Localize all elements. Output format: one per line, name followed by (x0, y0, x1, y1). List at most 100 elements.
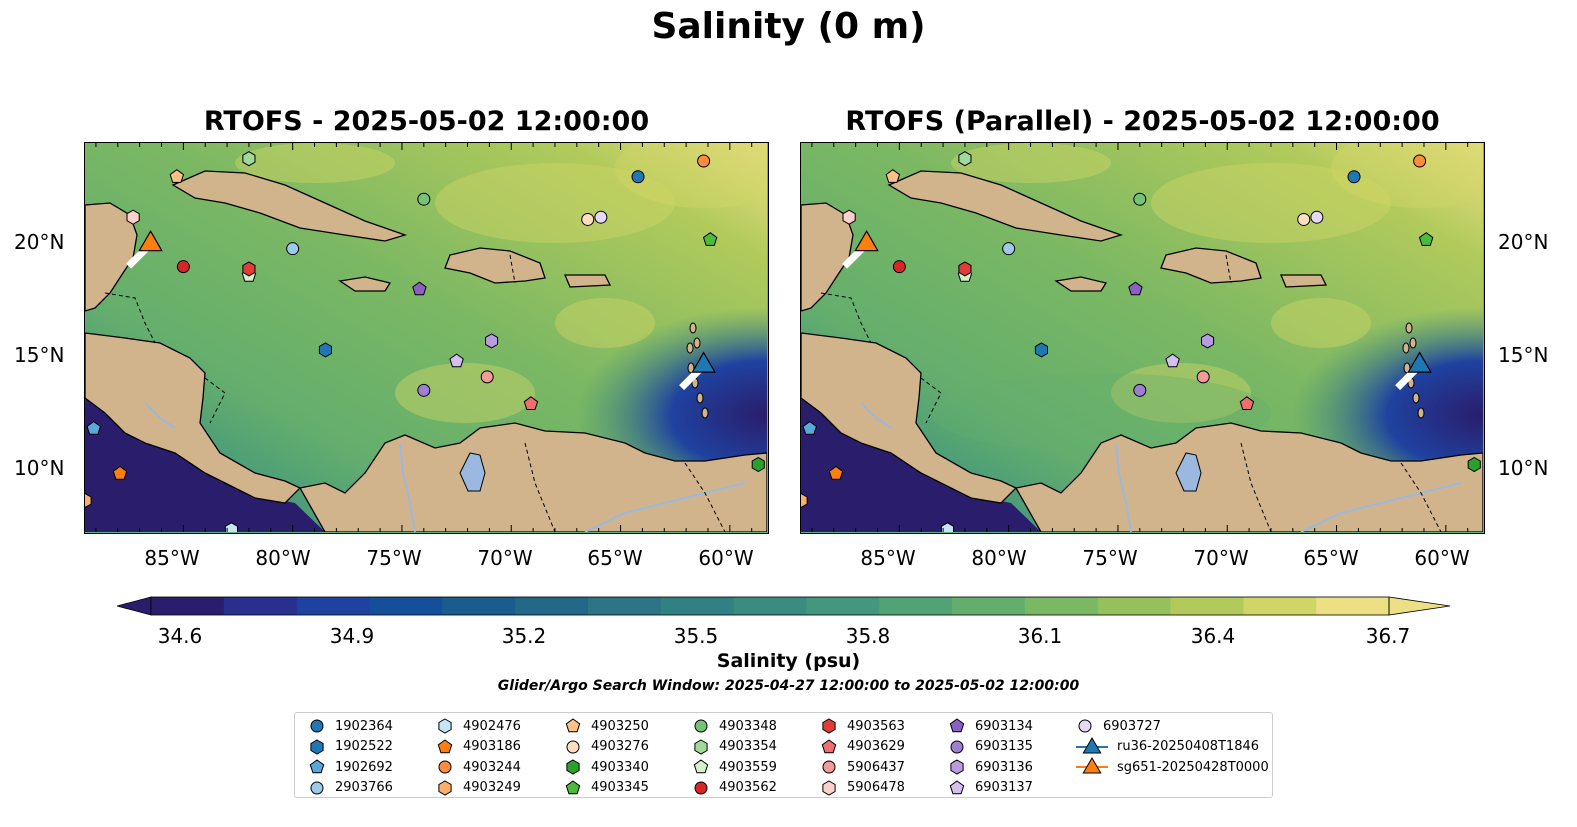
island (1402, 342, 1410, 354)
argo-float-marker[interactable] (842, 209, 856, 225)
argo-float-marker[interactable] (412, 281, 427, 296)
legend-item: 2903766 (307, 778, 393, 798)
argo-float-marker[interactable] (802, 420, 817, 435)
argo-float-marker[interactable] (702, 232, 718, 246)
lon-label: 80°W (971, 546, 1027, 570)
argo-float-marker[interactable] (1196, 370, 1210, 384)
legend-item: 6903134 (947, 716, 1033, 736)
colorbar-segment (660, 597, 735, 615)
argo-float-marker[interactable] (169, 169, 185, 183)
legend-marker-icon (310, 738, 324, 755)
glider-marker[interactable] (138, 229, 163, 252)
map-panel-rtofs[interactable] (84, 142, 769, 534)
argo-float-marker[interactable] (1413, 154, 1427, 168)
legend-item: 6903135 (947, 737, 1033, 757)
argo-float-marker[interactable] (958, 261, 972, 277)
argo-float-marker[interactable] (224, 522, 238, 532)
argo-float-marker[interactable] (1310, 210, 1324, 224)
country-border (1225, 254, 1232, 284)
argo-float-marker[interactable] (594, 210, 608, 224)
glider-marker[interactable] (691, 351, 716, 373)
legend-item: 4903345 (563, 778, 649, 798)
argo-float-marker[interactable] (1165, 353, 1180, 368)
map-panel-rtofs-parallel[interactable] (800, 142, 1485, 534)
argo-float-marker[interactable] (176, 260, 190, 274)
argo-float-marker[interactable] (1201, 333, 1215, 349)
argo-float-marker[interactable] (1467, 456, 1481, 473)
argo-float-marker[interactable] (1034, 342, 1048, 358)
legend-item: 5906437 (819, 757, 905, 777)
argo-float-marker[interactable] (1347, 170, 1361, 184)
legend-label: 4903276 (591, 739, 649, 754)
legend-marker-icon (694, 738, 708, 755)
argo-float-marker[interactable] (318, 342, 332, 358)
argo-float-marker[interactable] (581, 212, 595, 226)
argo-float-marker[interactable] (85, 492, 92, 509)
colorbar-tick: 35.2 (501, 624, 547, 648)
lon-label: 60°W (1414, 546, 1470, 570)
salinity-patch (435, 163, 675, 243)
argo-float-marker[interactable] (1002, 242, 1016, 256)
colorbar-segment (806, 597, 880, 615)
argo-float-marker[interactable] (523, 396, 539, 410)
country-border (1400, 462, 1442, 532)
argo-float-marker[interactable] (828, 465, 844, 480)
argo-float-marker[interactable] (1418, 232, 1434, 246)
argo-float-marker[interactable] (801, 492, 808, 509)
argo-float-marker[interactable] (1133, 192, 1147, 206)
argo-float-marker[interactable] (631, 170, 645, 184)
glider-marker[interactable] (1407, 351, 1432, 373)
argo-float-marker[interactable] (697, 154, 711, 168)
legend-label: 4903186 (463, 739, 521, 754)
lake-maracaibo (459, 452, 486, 492)
country-border (820, 292, 872, 344)
glider-marker[interactable] (854, 229, 879, 252)
argo-float-marker[interactable] (892, 260, 906, 274)
legend-item: 4903276 (563, 737, 649, 757)
argo-float-marker[interactable] (417, 383, 431, 397)
argo-float-marker[interactable] (885, 169, 901, 183)
colorbar-segment (733, 597, 807, 615)
lat-label: 20°N (1498, 230, 1549, 254)
argo-float-marker[interactable] (480, 370, 494, 384)
salinity-patch (951, 143, 1111, 183)
country-border (204, 377, 226, 424)
argo-float-marker[interactable] (286, 242, 300, 256)
legend-label: 4903340 (591, 759, 649, 775)
salinity-patch (1111, 363, 1251, 423)
colorbar-tick: 36.4 (1190, 624, 1236, 648)
argo-float-marker[interactable] (242, 261, 256, 277)
argo-float-marker[interactable] (449, 353, 464, 368)
panel-title-rtofs: RTOFS - 2025-05-02 12:00:00 (203, 106, 650, 137)
legend-item: 4903563 (819, 716, 905, 736)
lat-label: 10°N (14, 456, 65, 480)
argo-float-marker[interactable] (1128, 281, 1143, 296)
argo-float-marker[interactable] (126, 209, 140, 225)
legend-label: sg651-20250428T0000 (1117, 759, 1269, 775)
legend-item: 4903250 (563, 716, 649, 736)
legend-marker-icon (822, 779, 836, 796)
argo-float-marker[interactable] (940, 522, 954, 532)
argo-float-marker[interactable] (86, 420, 101, 435)
argo-float-marker[interactable] (1297, 212, 1311, 226)
argo-float-marker[interactable] (1133, 383, 1147, 397)
legend-label: 6903136 (975, 759, 1033, 775)
lon-label: 60°W (698, 546, 754, 570)
argo-float-marker[interactable] (112, 465, 128, 480)
argo-float-marker[interactable] (485, 333, 499, 349)
legend-marker-icon (822, 760, 836, 774)
argo-float-marker[interactable] (751, 456, 765, 473)
colorbar-segment (587, 597, 662, 615)
legend-marker-icon (565, 779, 581, 794)
argo-float-marker[interactable] (417, 192, 431, 206)
country-border (684, 462, 726, 532)
colorbar-extend-low (115, 596, 152, 616)
landmass (1054, 276, 1108, 292)
legend-label: 6903137 (975, 780, 1033, 795)
colorbar-tick: 34.9 (329, 624, 375, 648)
legend: 1902364 1902522 1902692 2903766 4902476 49031… (294, 712, 1273, 798)
lat-label: 15°N (14, 343, 65, 367)
argo-float-marker[interactable] (1239, 396, 1255, 410)
argo-float-marker[interactable] (958, 151, 972, 167)
argo-float-marker[interactable] (242, 151, 256, 167)
